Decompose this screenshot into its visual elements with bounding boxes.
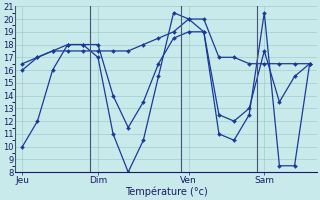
X-axis label: Température (°c): Température (°c) [124,187,207,197]
